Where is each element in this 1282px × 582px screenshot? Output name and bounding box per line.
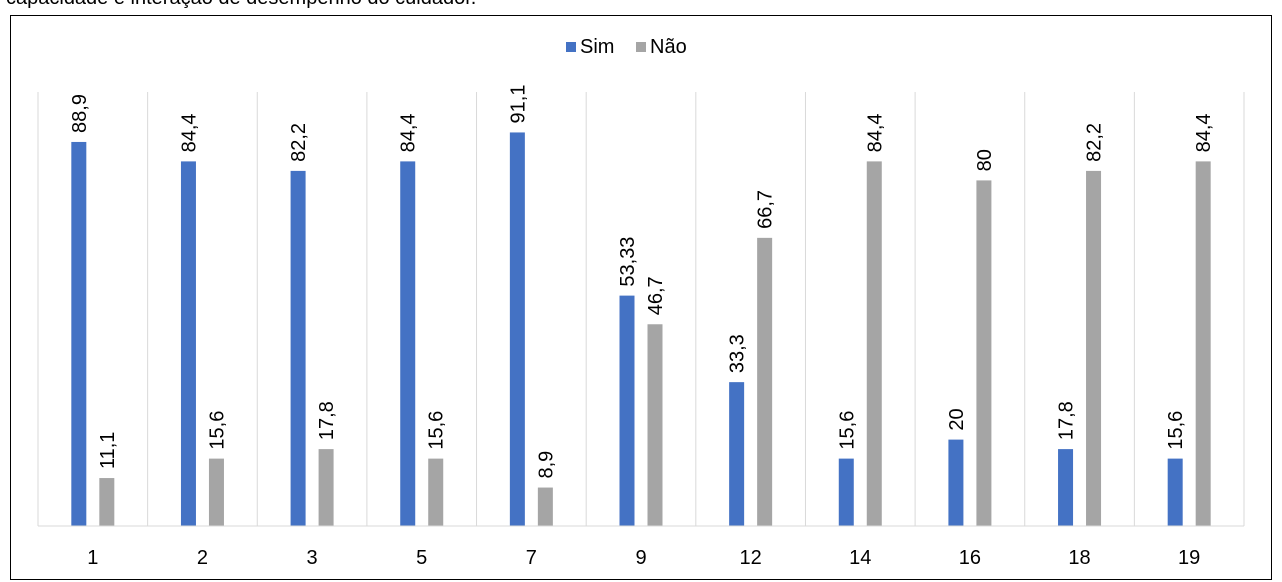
bar-sim xyxy=(1058,449,1074,526)
data-label-não: 11,1 xyxy=(97,432,119,469)
x-tick-label: 1 xyxy=(87,547,98,569)
legend-swatch-sim xyxy=(566,42,576,52)
x-tick-label: 18 xyxy=(1068,547,1090,569)
data-label-sim: 84,4 xyxy=(178,113,200,152)
bar-não xyxy=(647,324,663,526)
data-label-não: 82,2 xyxy=(1084,123,1106,162)
chart-frame: 88,9 84,4 82,2 84,4 91,1 53,33 33,3 15,6 20 17,8 1… xyxy=(10,15,1272,580)
bar-não xyxy=(866,161,882,526)
data-labels: 88,9 84,4 82,2 84,4 91,1 53,33 33,3 15,6 20 17,8 1… xyxy=(69,85,1215,479)
data-label-não: 17,8 xyxy=(316,401,338,440)
x-tick-label: 19 xyxy=(1178,547,1200,569)
bars xyxy=(71,132,1211,526)
bar-sim xyxy=(619,295,635,526)
data-label-sim: 91,1 xyxy=(507,85,529,124)
bar-sim xyxy=(1167,458,1183,526)
data-label-sim: 20 xyxy=(946,408,968,430)
data-label-não: 84,4 xyxy=(1193,113,1215,152)
legend-label-sim: Sim xyxy=(580,36,614,58)
bar-não xyxy=(428,458,444,526)
data-label-sim: 84,4 xyxy=(398,113,420,152)
bar-não xyxy=(976,180,992,526)
bar-não xyxy=(1086,170,1102,526)
bar-sim xyxy=(509,132,525,526)
x-tick-label: 2 xyxy=(197,547,208,569)
data-label-não: 84,4 xyxy=(864,113,886,152)
data-label-sim: 53,33 xyxy=(617,237,639,287)
data-label-sim: 82,2 xyxy=(288,123,310,162)
legend: Sim Não xyxy=(566,36,687,58)
bar-não xyxy=(757,237,773,526)
bar-não xyxy=(208,458,224,526)
data-label-não: 8,9 xyxy=(535,451,557,479)
bar-sim xyxy=(290,170,306,526)
bar-sim xyxy=(948,439,964,526)
x-tick-label: 9 xyxy=(635,547,646,569)
data-label-sim: 15,6 xyxy=(1165,411,1187,450)
data-label-não: 46,7 xyxy=(645,276,667,315)
x-tick-label: 5 xyxy=(416,547,427,569)
x-tick-label: 14 xyxy=(849,547,871,569)
bar-não xyxy=(1195,161,1211,526)
legend-swatch-não xyxy=(636,42,646,52)
grid-lines xyxy=(37,92,1245,526)
data-label-sim: 88,9 xyxy=(69,94,91,133)
data-label-sim: 33,3 xyxy=(727,334,749,373)
bar-não xyxy=(537,487,553,526)
data-label-não: 66,7 xyxy=(755,190,777,229)
x-tick-label: 7 xyxy=(526,547,537,569)
bar-sim xyxy=(71,141,87,526)
bar-não xyxy=(99,478,115,526)
clipped-heading-text: capacidade e interação de desempenho do … xyxy=(6,0,476,8)
x-tick-label: 16 xyxy=(959,547,981,569)
x-axis: 1 2 3 5 7 9 12 14 16 18 19 xyxy=(38,525,1244,569)
bar-sim xyxy=(400,161,416,526)
data-label-não: 80 xyxy=(974,149,996,171)
bar-não xyxy=(318,449,334,526)
data-label-não: 15,6 xyxy=(426,411,448,450)
x-tick-label: 12 xyxy=(740,547,762,569)
data-label-não: 15,6 xyxy=(206,411,228,450)
bar-chart: 88,9 84,4 82,2 84,4 91,1 53,33 33,3 15,6 20 17,8 1… xyxy=(37,36,1245,569)
bar-sim xyxy=(180,161,196,526)
bar-sim xyxy=(729,382,745,526)
legend-label-não: Não xyxy=(650,36,687,58)
data-label-sim: 15,6 xyxy=(836,411,858,450)
x-tick-label: 3 xyxy=(307,547,318,569)
bar-sim xyxy=(838,458,854,526)
data-label-sim: 17,8 xyxy=(1056,401,1078,440)
